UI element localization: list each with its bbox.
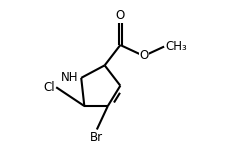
Text: Br: Br <box>90 131 104 144</box>
Text: CH₃: CH₃ <box>166 40 187 53</box>
Text: NH: NH <box>61 71 78 84</box>
Text: Cl: Cl <box>43 81 55 94</box>
Text: O: O <box>139 49 148 63</box>
Text: O: O <box>116 9 125 22</box>
